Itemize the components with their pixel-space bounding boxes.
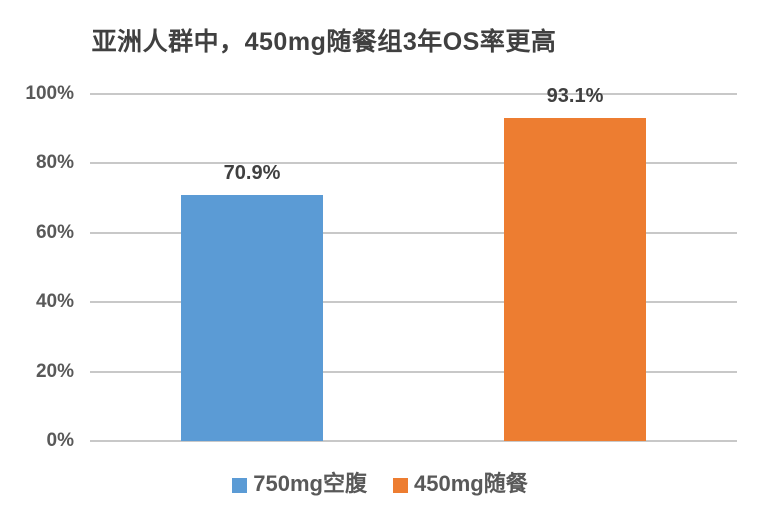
gridline-20 xyxy=(90,371,737,373)
y-tick-label-40: 40% xyxy=(35,291,74,312)
bar-450mg随餐 xyxy=(504,118,646,441)
legend-label: 750mg空腹 xyxy=(253,471,367,496)
y-axis: 0% 20% 40% 60% 80% 100% xyxy=(0,84,74,451)
y-tick-label-0: 0% xyxy=(46,430,74,451)
y-tick-label-20: 20% xyxy=(35,361,74,382)
y-tick-label-80: 80% xyxy=(35,152,74,173)
legend-item-450mg随餐: 450mg随餐 xyxy=(393,472,528,496)
legend-swatch-icon xyxy=(232,478,248,493)
chart-title: 亚洲人群中，450mg随餐组3年OS率更高 xyxy=(91,28,557,56)
y-tick-label-100: 100% xyxy=(25,83,74,104)
y-tick-label-60: 60% xyxy=(35,222,74,243)
x-axis-line xyxy=(90,440,737,442)
bar-value-label-450mg随餐: 93.1% xyxy=(546,85,604,107)
plot-area: 70.9% 93.1% xyxy=(90,86,737,442)
gridline-100 xyxy=(90,93,737,95)
legend: 750mg空腹 450mg随餐 xyxy=(0,470,760,498)
legend-item-750mg空腹: 750mg空腹 xyxy=(232,472,367,496)
bar-value-label-750mg空腹: 70.9% xyxy=(223,162,281,184)
gridline-40 xyxy=(90,301,737,303)
gridline-60 xyxy=(90,232,737,234)
legend-swatch-icon xyxy=(393,478,408,493)
legend-label: 450mg随餐 xyxy=(414,471,528,496)
bar-750mg空腹 xyxy=(181,195,323,441)
gridline-80 xyxy=(90,162,737,164)
